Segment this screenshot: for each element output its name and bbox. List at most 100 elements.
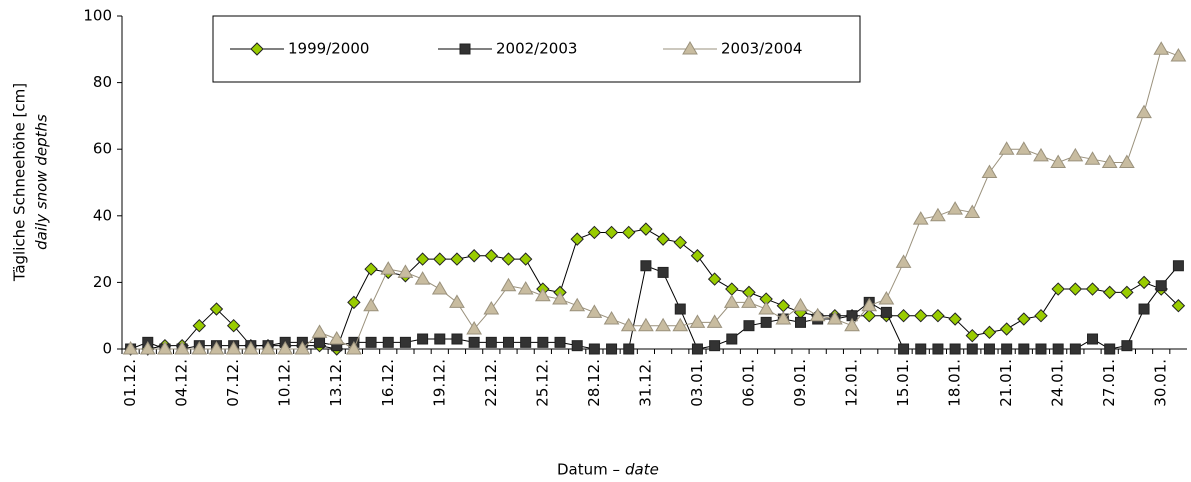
- data-point: [622, 225, 636, 240]
- data-point: [415, 252, 430, 266]
- series-line: [130, 265, 1179, 350]
- x-tick-label: 13.12.: [327, 359, 345, 407]
- data-point: [209, 302, 224, 316]
- data-point: [397, 264, 414, 278]
- data-point: [225, 341, 242, 355]
- data-point: [638, 317, 654, 332]
- data-point: [726, 333, 738, 345]
- y-axis-label-en: daily snow depths: [33, 114, 51, 250]
- data-point: [982, 325, 997, 340]
- data-point: [364, 262, 378, 276]
- data-point: [414, 271, 431, 285]
- x-axis-label: Datum –: [557, 461, 620, 479]
- x-tick-label: 04.12.: [173, 359, 191, 407]
- data-point: [947, 201, 963, 215]
- data-point: [450, 252, 464, 266]
- data-point: [1136, 104, 1152, 119]
- data-point: [723, 294, 740, 308]
- x-tick-label: 16.12.: [379, 359, 397, 407]
- data-point: [878, 291, 895, 305]
- data-point: [657, 266, 669, 278]
- data-point: [1120, 285, 1134, 300]
- data-point: [363, 297, 379, 312]
- x-tick-label: 03.01.: [688, 359, 706, 407]
- data-point: [328, 331, 345, 345]
- data-point: [534, 287, 551, 302]
- data-point: [948, 312, 962, 326]
- data-point: [673, 235, 687, 250]
- data-point: [191, 341, 208, 355]
- data-point: [998, 141, 1015, 155]
- data-point: [706, 314, 723, 328]
- data-point: [896, 308, 911, 323]
- data-point: [294, 341, 311, 355]
- data-point: [914, 308, 928, 323]
- data-point: [758, 301, 775, 315]
- data-point: [656, 232, 670, 246]
- x-tick-label: 31.12.: [636, 359, 654, 407]
- x-tick-label: 10.12.: [276, 359, 294, 407]
- data-point: [587, 225, 602, 240]
- data-point: [434, 333, 446, 345]
- x-tick-label: 27.01.: [1100, 359, 1118, 407]
- data-point: [380, 261, 397, 275]
- data-point: [1015, 141, 1032, 155]
- legend-label: 2003/2004: [721, 40, 802, 58]
- x-tick-label: 06.01.: [739, 359, 757, 407]
- data-point: [640, 260, 652, 272]
- data-point: [1069, 343, 1081, 355]
- data-point: [966, 343, 978, 355]
- data-point: [775, 311, 792, 325]
- data-point: [314, 336, 326, 348]
- data-point: [964, 204, 981, 218]
- data-point: [620, 317, 637, 332]
- y-tick-label: 40: [93, 206, 112, 224]
- data-point: [382, 336, 394, 348]
- data-point: [795, 316, 807, 328]
- data-point: [844, 317, 860, 332]
- legend-box: [212, 15, 861, 83]
- data-point: [466, 321, 483, 335]
- data-point: [672, 317, 689, 332]
- data-point: [949, 343, 961, 355]
- data-point: [639, 222, 653, 236]
- data-point: [1137, 275, 1151, 290]
- data-point: [588, 343, 600, 355]
- data-point: [517, 281, 534, 295]
- y-tick-label: 20: [93, 273, 112, 291]
- data-point: [1102, 285, 1117, 300]
- data-point: [1171, 299, 1186, 313]
- data-point: [311, 324, 328, 338]
- data-point: [1050, 154, 1067, 169]
- data-point: [208, 341, 225, 355]
- data-point: [709, 340, 721, 352]
- data-point: [192, 318, 207, 333]
- data-point: [1017, 312, 1031, 326]
- data-point: [1153, 41, 1170, 55]
- data-point: [1051, 282, 1065, 296]
- x-tick-label: 12.01.: [843, 359, 861, 407]
- x-tick-label: 07.12.: [224, 359, 242, 407]
- data-point: [1172, 260, 1184, 272]
- y-tick-label: 60: [93, 140, 112, 158]
- data-point: [569, 297, 586, 312]
- data-point: [431, 281, 448, 295]
- data-point: [1121, 340, 1133, 352]
- data-point: [809, 307, 826, 322]
- data-point: [655, 317, 671, 332]
- legend-marker: [459, 43, 471, 55]
- x-tick-label: 09.01.: [791, 359, 809, 407]
- data-point: [1104, 343, 1116, 355]
- data-point: [603, 311, 620, 325]
- data-point: [691, 343, 703, 355]
- data-point: [606, 343, 618, 355]
- data-point: [451, 333, 463, 345]
- data-point: [1119, 154, 1135, 169]
- data-point: [502, 336, 514, 348]
- x-tick-label: 01.12.: [121, 359, 139, 407]
- data-point: [1138, 303, 1150, 315]
- data-point: [449, 294, 465, 308]
- data-point: [1033, 147, 1049, 162]
